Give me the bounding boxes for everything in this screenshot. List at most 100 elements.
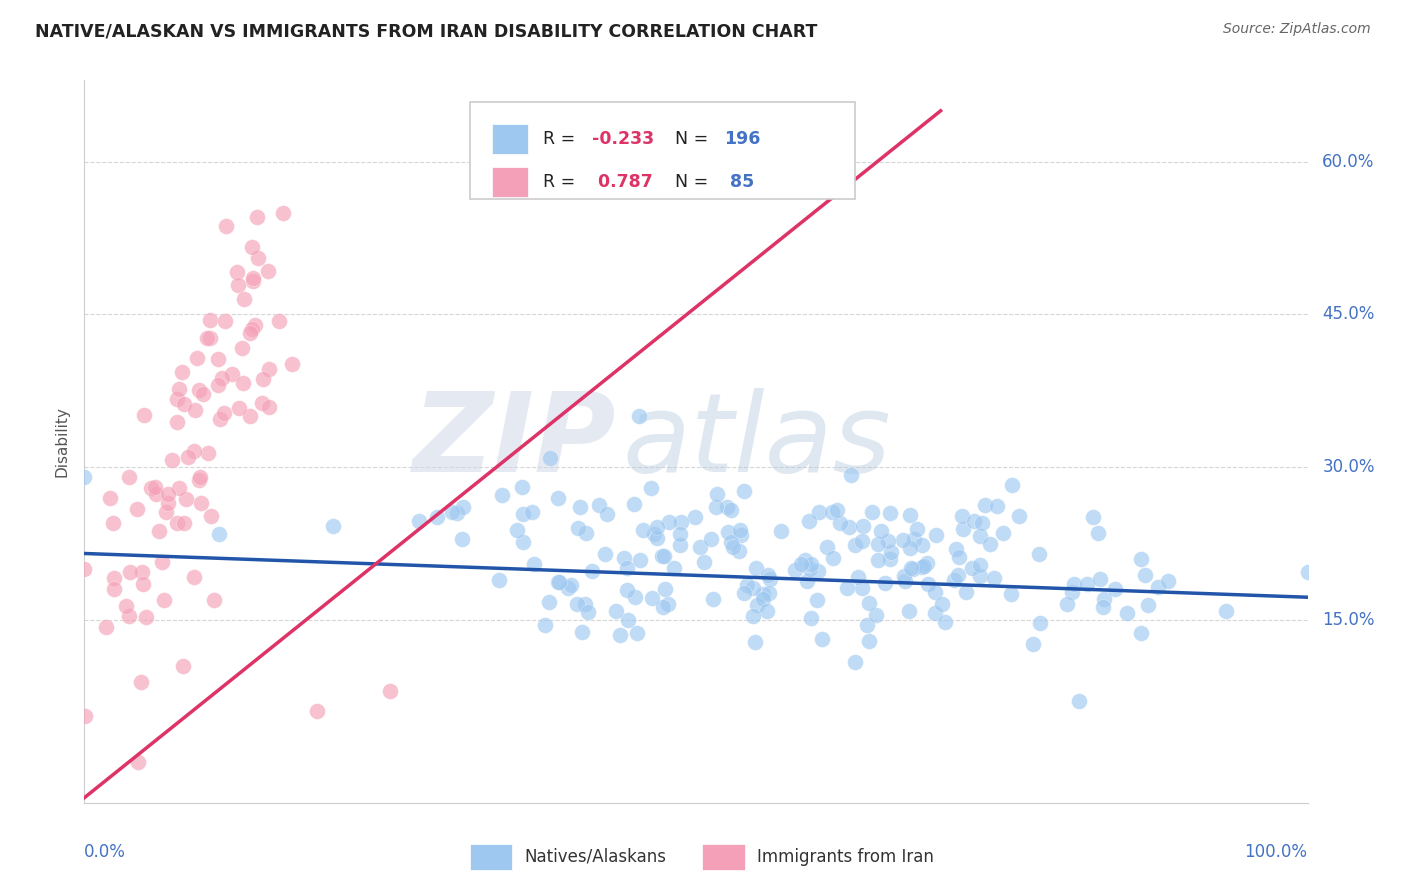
Point [640, 481, 662, 495]
Point [96, 620, 118, 634]
Point [538, 451, 561, 466]
Point [408, 514, 430, 528]
Point [1104, 582, 1126, 597]
Point [512, 508, 534, 522]
Point [858, 596, 880, 610]
Point [891, 533, 914, 547]
Point [567, 521, 589, 535]
Bar [492, 124, 529, 154]
Point [103, 571, 125, 585]
Point [1296, 565, 1319, 579]
Point [131, 577, 153, 591]
Point [669, 538, 692, 552]
Point [974, 498, 997, 512]
Point [839, 468, 862, 483]
Point [595, 507, 617, 521]
Point [693, 555, 716, 569]
Point [898, 541, 921, 555]
Point [851, 581, 873, 595]
Point [912, 559, 935, 574]
Point [821, 505, 844, 519]
Point [581, 564, 603, 578]
Point [821, 551, 844, 566]
Point [118, 565, 141, 579]
Point [616, 561, 638, 575]
Point [756, 568, 779, 582]
Point [305, 704, 328, 718]
Point [744, 635, 766, 649]
Point [173, 397, 195, 411]
Point [745, 561, 768, 575]
Point [441, 505, 464, 519]
Point [751, 592, 773, 607]
Point [742, 581, 765, 595]
Point [879, 506, 901, 520]
Point [807, 564, 830, 578]
Point [631, 523, 654, 537]
Point [613, 551, 636, 566]
Point [717, 525, 740, 540]
Point [547, 491, 569, 505]
Point [628, 552, 651, 566]
Point [135, 609, 157, 624]
Point [825, 502, 848, 516]
Point [898, 604, 921, 618]
Point [669, 527, 692, 541]
Point [150, 555, 173, 569]
Text: 100.0%: 100.0% [1244, 843, 1308, 861]
Point [758, 586, 780, 600]
Point [510, 480, 533, 494]
Point [195, 330, 218, 344]
Point [969, 558, 991, 573]
Point [221, 368, 243, 382]
Point [793, 552, 815, 566]
Point [1076, 577, 1098, 591]
Point [127, 755, 149, 769]
Point [1215, 604, 1237, 618]
Point [866, 553, 889, 567]
Point [1146, 580, 1168, 594]
Point [730, 528, 752, 542]
Point [830, 516, 852, 530]
Point [547, 575, 569, 590]
Point [242, 271, 264, 285]
Point [986, 499, 1008, 513]
Point [232, 376, 254, 390]
Point [257, 264, 280, 278]
Point [207, 377, 229, 392]
Point [869, 524, 891, 538]
Point [174, 491, 197, 506]
Point [844, 538, 866, 552]
Point [877, 534, 900, 549]
Point [844, 656, 866, 670]
Point [716, 500, 738, 515]
Point [269, 313, 291, 327]
Text: R =: R = [543, 130, 581, 148]
Point [952, 522, 974, 536]
Point [512, 535, 534, 549]
Point [1092, 591, 1115, 606]
Point [259, 362, 281, 376]
Point [228, 401, 250, 415]
Point [880, 545, 903, 559]
Point [446, 506, 468, 520]
Text: -0.233: -0.233 [592, 130, 654, 148]
Point [127, 501, 149, 516]
Point [242, 322, 264, 336]
Point [903, 562, 925, 576]
Point [134, 408, 156, 422]
Point [893, 569, 915, 583]
Point [103, 516, 125, 530]
Point [139, 481, 162, 495]
Point [879, 552, 901, 566]
Bar [470, 844, 513, 870]
Point [1008, 508, 1031, 523]
Point [506, 523, 529, 537]
Point [689, 540, 711, 554]
Point [898, 508, 921, 522]
Point [623, 497, 645, 511]
Point [1115, 606, 1137, 620]
Point [647, 531, 669, 545]
Point [197, 446, 219, 460]
Point [934, 615, 956, 629]
